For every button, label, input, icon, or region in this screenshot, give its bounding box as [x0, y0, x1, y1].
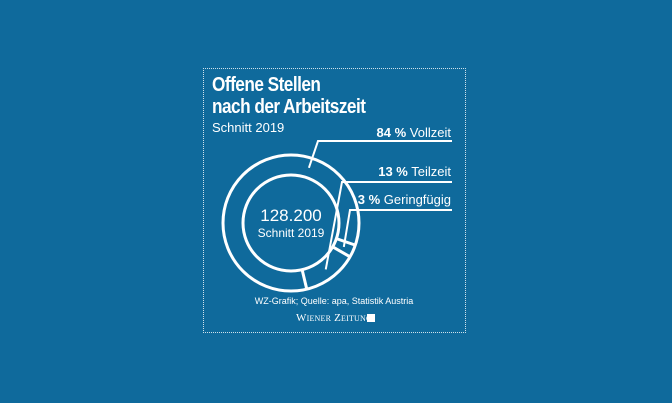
- slice-label-vollzeit: 84 % Vollzeit: [377, 125, 451, 140]
- slice-name-teilzeit: Teilzeit: [411, 164, 451, 179]
- slice-value-vollzeit: 84 %: [376, 125, 407, 140]
- slice-divider-2: [331, 245, 351, 259]
- slice-divider-0: [335, 237, 356, 247]
- donut-inner-ring: [241, 173, 341, 273]
- donut-outer-ring: [221, 153, 361, 293]
- publisher-logo: Wiener Zeitung: [296, 312, 372, 324]
- leader-line-geringfuegig: [342, 209, 452, 248]
- slice-label-geringfuegig: 3 % Geringfügig: [358, 192, 451, 207]
- slice-divider-1: [300, 269, 309, 290]
- slice-name-geringfuegig: Geringfügig: [383, 192, 451, 207]
- chart-title-line-1: Offene Stellen: [212, 74, 321, 96]
- source-note: WZ-Grafik; Quelle: apa, Statistik Austri…: [254, 296, 414, 306]
- slice-value-teilzeit: 13 %: [378, 164, 408, 179]
- slice-name-vollzeit: Vollzeit: [409, 125, 451, 140]
- center-total-label: Schnitt 2019: [257, 226, 325, 240]
- leader-line-vollzeit: [307, 140, 452, 169]
- center-total-value: 128.200: [260, 206, 322, 225]
- logo-square-icon: [367, 314, 375, 322]
- chart-subtitle: Schnitt 2019: [212, 120, 285, 135]
- chart-title-line-2: nach der Arbeitszeit: [212, 96, 366, 118]
- leader-line-teilzeit: [324, 181, 452, 270]
- dotted-frame: [203, 68, 466, 333]
- slice-value-geringfuegig: 3 %: [357, 192, 381, 207]
- slice-label-teilzeit: 13 % Teilzeit: [378, 164, 451, 179]
